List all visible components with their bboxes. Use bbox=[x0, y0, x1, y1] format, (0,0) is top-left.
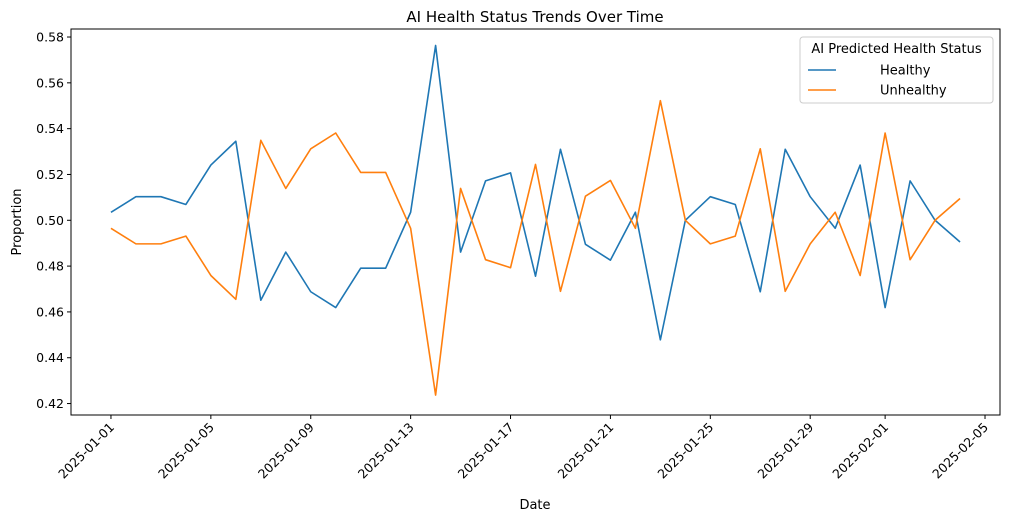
y-tick-label: 0.54 bbox=[36, 121, 64, 136]
y-axis: 0.42 0.44 0.46 0.48 0.50 0.52 0.54 0.56 0.58 bbox=[36, 30, 71, 411]
y-tick-label: 0.58 bbox=[36, 30, 64, 45]
legend-label-unhealthy: Unhealthy bbox=[880, 84, 947, 99]
y-tick-label: 0.56 bbox=[36, 75, 64, 90]
legend-label-healthy: Healthy bbox=[880, 64, 931, 79]
y-tick-label: 0.44 bbox=[36, 350, 64, 365]
legend: AI Predicted Health Status Healthy Unheal… bbox=[799, 36, 994, 104]
x-tick-label: 2025-01-05 bbox=[155, 420, 217, 482]
y-tick-label: 0.46 bbox=[36, 304, 64, 319]
x-tick-label: 2025-01-01 bbox=[55, 420, 117, 482]
y-tick-label: 0.48 bbox=[36, 259, 64, 274]
x-tick-label: 2025-02-01 bbox=[829, 420, 891, 482]
x-tick-label: 2025-01-29 bbox=[754, 419, 816, 481]
x-tick-label: 2025-01-13 bbox=[355, 420, 417, 482]
x-tick-label: 2025-01-25 bbox=[654, 420, 716, 482]
x-tick-label: 2025-01-21 bbox=[555, 420, 617, 482]
x-tick-label: 2025-01-17 bbox=[455, 420, 517, 482]
plot-area-frame bbox=[70, 28, 1001, 416]
y-tick-label: 0.42 bbox=[36, 396, 64, 411]
legend-items: Healthy Unhealthy bbox=[808, 64, 947, 99]
chart-title: AI Health Status Trends Over Time bbox=[406, 8, 663, 26]
x-axis: 2025-01-01 2025-01-05 2025-01-09 2025-01-13… bbox=[55, 415, 991, 481]
y-tick-label: 0.50 bbox=[36, 213, 64, 228]
legend-title: AI Predicted Health Status bbox=[811, 42, 981, 57]
series-line-unhealthy bbox=[110, 99, 961, 396]
x-tick-label: 2025-02-05 bbox=[929, 420, 991, 482]
y-tick-label: 0.52 bbox=[36, 167, 64, 182]
y-axis-label: Proportion bbox=[10, 188, 25, 255]
x-tick-label: 2025-01-09 bbox=[255, 419, 317, 481]
x-axis-label: Date bbox=[519, 498, 550, 513]
series-lines bbox=[110, 44, 961, 396]
legend-box bbox=[799, 36, 994, 104]
series-line-healthy bbox=[110, 44, 961, 341]
